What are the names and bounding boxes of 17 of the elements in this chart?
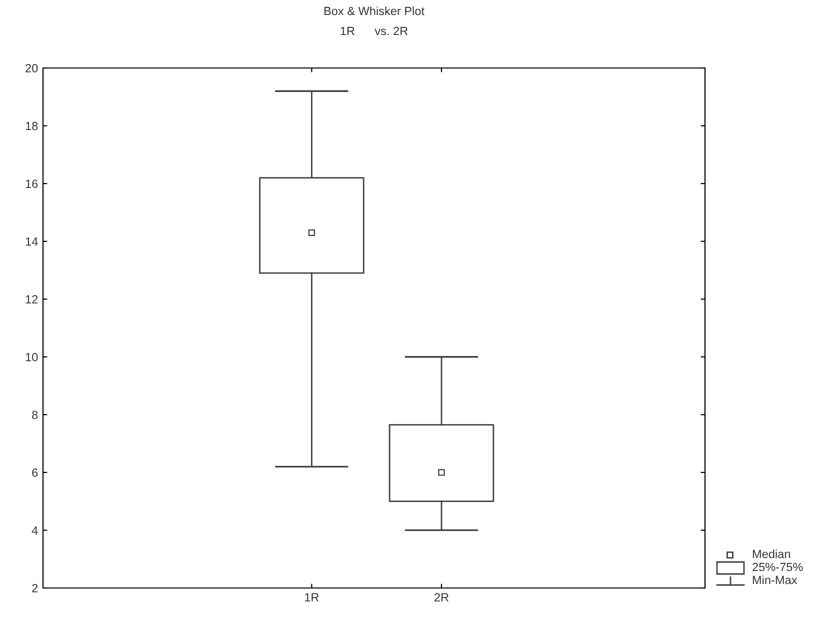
y-tick-label: 16	[26, 180, 38, 188]
y-tick-label: 6	[32, 468, 38, 477]
y-tick-label: 8	[32, 410, 38, 420]
y-tick-label: 20	[26, 64, 38, 72]
y-tick-label: 4	[32, 526, 38, 534]
text: 25%-75%	[752, 562, 803, 572]
text: Median	[752, 549, 790, 558]
text: Min-Max	[752, 575, 798, 584]
y-tick-label: 14	[26, 237, 38, 246]
y-tick-label: 18	[26, 122, 38, 130]
y-tick-label: 2	[32, 584, 38, 592]
x-tick-label: 1R	[305, 593, 319, 602]
x-tick-label: 2R	[434, 593, 448, 602]
chart-title: Box & Whisker Plot	[324, 6, 424, 16]
chart-subtitle: 1R vs. 2R	[340, 26, 408, 36]
y-tick-label: 10	[26, 352, 38, 362]
y-tick-label: 12	[26, 295, 38, 304]
